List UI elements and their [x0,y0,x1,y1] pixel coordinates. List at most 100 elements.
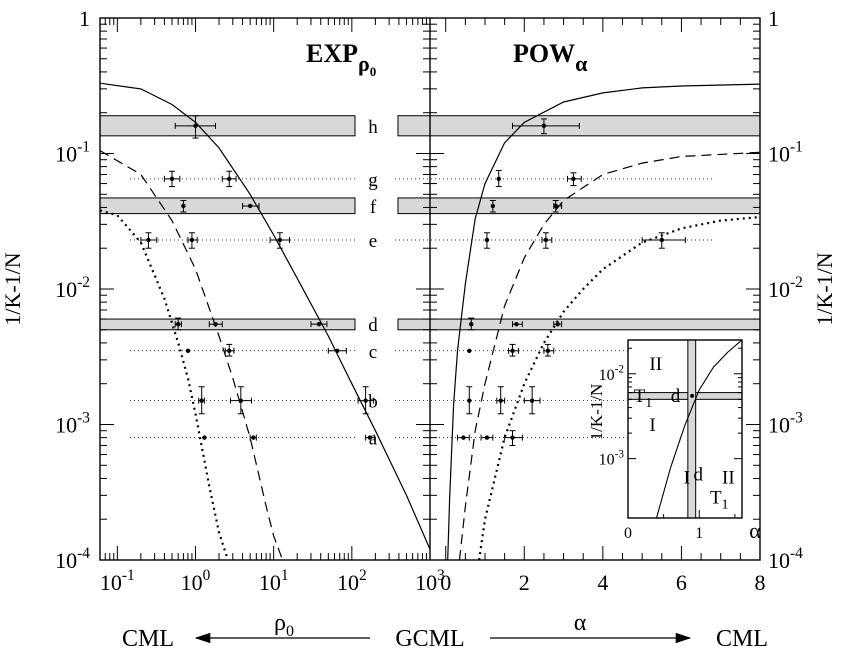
inset-region-label: II [722,467,735,488]
data-point [238,398,244,403]
data-point [175,321,181,327]
inset-region-label: T1 [710,487,729,512]
level-label-a: a [369,429,378,450]
x-axis-left: 10-1 100 101 102 103 [99,18,445,595]
data-point [169,176,175,182]
bottom-arrows: CML GCML CML ρ0 α [122,610,768,652]
inset-x-tick-label: 1 [695,525,703,542]
data-point [189,237,195,243]
data-point [467,398,472,403]
y-tick-label-right: 10-1 [768,139,803,167]
y-axis-label-right: 1/K-1/N [812,252,837,325]
data-point [193,123,198,129]
level-label-f: f [370,197,377,218]
level-label-b: b [368,392,378,413]
x-tick-label-right: 2 [519,570,530,595]
data-point [461,435,466,440]
data-point [277,237,283,243]
inset-y-tick-label: 10-2 [599,364,624,384]
data-point [181,203,186,209]
data-point [553,203,558,209]
data-point [543,237,549,243]
data-point [227,348,232,353]
x-tick-label-left: 10-1 [100,567,135,595]
band-h-left [99,115,356,137]
data-point [213,321,218,327]
panel-title-left: EXPρ0 [306,39,376,79]
series-left [99,82,431,561]
cml-left-label: CML [122,626,174,652]
band-d-right [397,318,761,331]
inset-region-label: II [649,354,662,375]
x-tick-label-left: 103 [415,567,445,595]
band-f-left [99,197,356,215]
points-left [140,115,376,441]
data-point [545,348,551,353]
level-label-c: c [369,342,377,363]
series-line-solid [99,82,431,550]
data-point [484,435,490,440]
y-tick-label-left: 1 [79,6,90,31]
x-tick-label-right: 8 [755,570,766,595]
y-tick-label-left: 10-2 [55,274,90,302]
level-label-g: g [368,170,378,191]
x-tick-label-left: 100 [181,567,211,595]
data-point [202,435,207,440]
y-axis: 10-4 10-4 10-3 10-3 10-2 10-2 10-1 10-1 1 1 1/K-1/… [0,6,837,573]
data-point [335,348,340,353]
points-right [457,118,686,446]
cml-right-label: CML [716,626,768,652]
data-point [510,348,515,353]
band-f-right [397,197,761,215]
inset-curve [655,339,743,519]
alpha-label: α [574,610,587,636]
x-tick-label-right: 6 [676,570,687,595]
data-point [247,203,253,209]
inset-y-tick-label: 10-3 [599,448,625,468]
data-point [469,321,474,327]
data-point [555,321,560,327]
x-tick-label-right: 0 [440,570,451,595]
x-axis-right: 0 2 4 6 8 [440,18,766,595]
data-point [541,123,547,129]
panel-title-right: POWα [513,39,588,76]
y-tick-label-right: 10-2 [768,274,803,302]
data-point [571,176,576,182]
y-tick-label-right: 10-3 [768,410,803,438]
x-tick-label-left: 102 [337,567,367,595]
inset-region-label: T1 [634,386,653,411]
inset-x-tick-label: 0 [624,525,632,542]
data-point [510,435,515,440]
data-point [498,398,503,403]
series-right [447,83,761,561]
data-point [514,321,519,327]
level-label-d: d [368,315,378,336]
gcml-label: GCML [395,626,464,652]
data-point [251,435,256,440]
inset-vband [687,339,697,519]
data-point [199,398,204,403]
inset-frame [627,339,743,519]
data-point [490,203,496,209]
level-label-e: e [369,231,377,252]
y-tick-label-right: 10-4 [768,545,803,573]
data-point [227,176,232,182]
data-point [529,398,535,403]
data-point [367,435,373,440]
inset-region-label: I [684,467,690,488]
data-point [496,176,501,182]
y-tick-label-left: 10-4 [55,545,90,573]
series-line-dashed [458,151,761,561]
data-point [146,237,151,243]
data-point [659,237,664,243]
level-label-h: h [368,117,378,138]
y-tick-label-right: 1 [768,6,779,31]
y-tick-label-left: 10-3 [55,410,90,438]
inset-region-label: d [671,386,681,407]
inset-region-label: I [649,415,655,436]
inset-point [690,393,695,398]
inset-region-label: d [694,465,704,486]
series-line-dashed [99,150,284,561]
